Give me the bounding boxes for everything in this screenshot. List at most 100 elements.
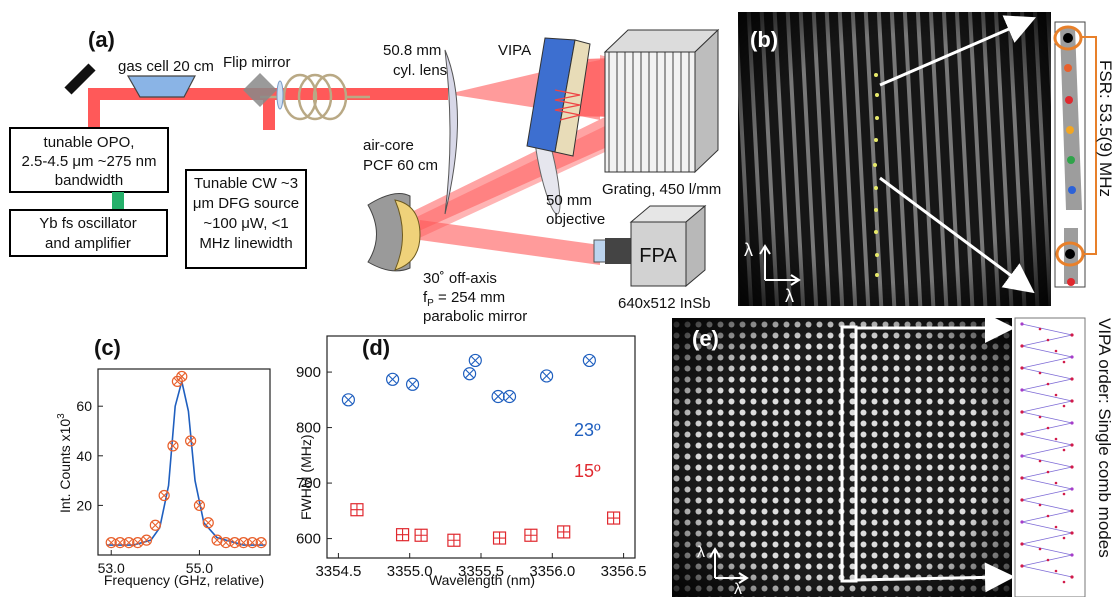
mode-dot	[1020, 542, 1024, 546]
mirror-f-value: = 254 mm	[434, 289, 505, 306]
data-point	[229, 536, 241, 549]
cw-box	[185, 169, 307, 269]
data-point	[492, 531, 507, 545]
fsr-bracket	[1082, 36, 1097, 255]
mode-dot	[1070, 531, 1074, 535]
zoom-arrow-bottom-e	[855, 562, 1015, 593]
cyl-lens-line-1: 50.8 mm	[383, 42, 441, 59]
ylabel-c: Int. Counts x103	[56, 413, 73, 513]
mode-dot	[1070, 509, 1074, 513]
panel-e-label: (e)	[692, 326, 719, 351]
zoom-stripe-b	[1060, 28, 1082, 210]
mode-spot-4	[1066, 126, 1074, 134]
mirror-line-1: 30˚ off-axis	[423, 270, 497, 287]
pcf-line-1: air-core	[363, 137, 414, 154]
data-point	[123, 536, 135, 549]
mode-spot-3	[1065, 96, 1073, 104]
mode-dot	[1046, 514, 1050, 518]
x-tick-label: 55.0	[186, 560, 213, 576]
data-point	[491, 389, 505, 404]
series-label-23: 23º	[574, 420, 601, 440]
data-point	[105, 536, 117, 549]
mode-dot	[1020, 564, 1024, 568]
fpa-label: FPA	[639, 245, 677, 267]
data-point	[202, 517, 214, 529]
data-point	[414, 528, 428, 542]
data-point	[395, 528, 410, 542]
mode-dot	[1020, 410, 1024, 414]
mode-dot	[1020, 344, 1024, 348]
y-tick-label: 600	[296, 531, 321, 548]
vipa-reflections	[554, 89, 581, 121]
pcf-fiber-coil	[260, 73, 370, 121]
mode-dot	[1054, 393, 1058, 397]
mode-dot	[1062, 492, 1066, 496]
mode-dot	[1062, 536, 1066, 540]
series-label-15: 15º	[574, 461, 601, 481]
panel-d: (d) 3354.5 3355.0 3355.5 3356.0 3356.5 600 700…	[296, 335, 647, 588]
mirror-f-sub: P	[427, 298, 434, 309]
mode-dot	[1062, 360, 1066, 364]
panel-a: (a) gas cell 20 cm Fli	[9, 27, 721, 325]
mode-dot	[1070, 399, 1074, 403]
mode-dot	[1020, 432, 1024, 436]
gas-cell-label: gas cell 20 cm	[118, 58, 214, 75]
mode-dot	[1054, 349, 1058, 353]
mode-dot	[1046, 382, 1050, 386]
data-point	[557, 525, 571, 539]
opo-box	[9, 127, 169, 193]
ylabel-c-exp: 3	[56, 413, 67, 419]
data-point	[255, 536, 267, 549]
mode-dot	[1020, 454, 1024, 458]
yb-line-2: and amplifier	[45, 235, 131, 252]
mode-dot	[1020, 476, 1024, 480]
mode-dot	[1020, 498, 1024, 502]
objective-line-1: 50 mm	[546, 192, 592, 209]
mode-dot	[1070, 377, 1074, 381]
panel-a-label: (a)	[88, 27, 115, 52]
zoom-arrow-top-b	[879, 15, 1037, 87]
mode-spot-5	[1067, 156, 1075, 164]
mode-dot	[1070, 487, 1074, 491]
data-point	[193, 499, 206, 511]
xlabel-d: Wavelength (nm)	[429, 572, 535, 588]
mode-dot	[1070, 355, 1074, 359]
opo-line-3: bandwidth	[55, 172, 123, 189]
mode-spot-7	[1065, 249, 1075, 259]
zoom-arrow-bottom-b	[879, 176, 1035, 294]
mode-dot	[1054, 481, 1058, 485]
mode-ring-1	[1053, 25, 1083, 51]
grating-side	[694, 28, 719, 174]
data-point	[114, 536, 126, 549]
data-point	[237, 536, 250, 549]
axes-glyph-e	[709, 547, 749, 584]
data-point	[462, 367, 477, 381]
ylabel-c-text: Int. Counts x10	[57, 419, 73, 513]
cyl-lens	[444, 49, 458, 215]
data-point	[341, 393, 355, 407]
vipa-label: VIPA	[498, 42, 531, 59]
data-point	[405, 377, 420, 391]
data-point	[167, 440, 179, 452]
mode-spot-1	[1063, 33, 1073, 43]
x-tick-label: 3356.5	[601, 563, 647, 580]
mode-dot	[1062, 404, 1066, 408]
y-tick-label: 700	[296, 475, 321, 492]
data-point	[582, 353, 596, 368]
data-point	[350, 503, 364, 517]
y-tick-label: 60	[76, 398, 92, 414]
mode-dot	[1020, 520, 1024, 524]
mode-dot	[1070, 333, 1074, 337]
plot-frame-c	[97, 368, 271, 556]
cw-line-3: ~100 μW, <1	[203, 215, 288, 232]
cw-line-4: MHz linewidth	[199, 235, 292, 252]
mode-dot	[1020, 388, 1024, 392]
data-point	[220, 536, 232, 549]
axis-lambda-v-e: λ	[697, 544, 705, 561]
mode-dot	[1070, 421, 1074, 425]
mode-dot	[1062, 448, 1066, 452]
xlabel-c: Frequency (GHz, relative)	[104, 572, 264, 588]
data-point	[185, 435, 197, 447]
plot-area-d: 3354.5 3355.0 3355.5 3356.0 3356.5 600 700 800 9…	[296, 353, 647, 580]
